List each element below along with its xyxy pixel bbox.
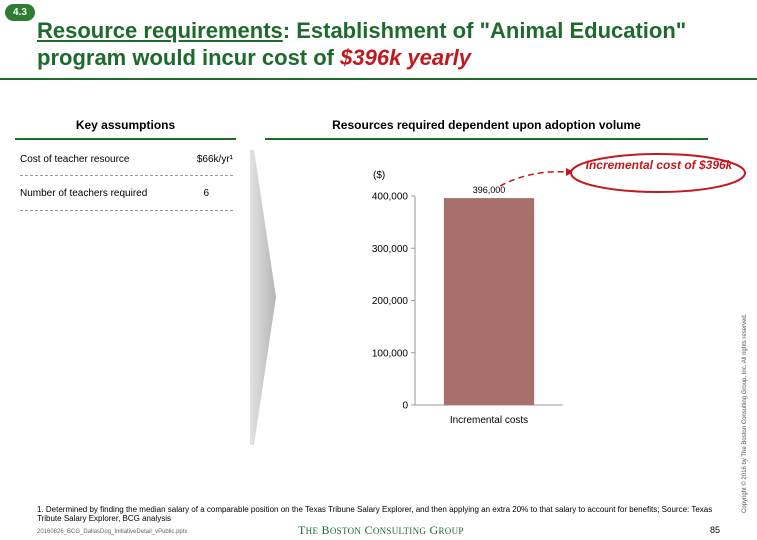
file-name: 20160826_BCG_DallasDog_InitiativeDetail_… (37, 529, 188, 535)
y-tick-label: 400,000 (372, 192, 409, 203)
row-divider (20, 210, 233, 211)
x-category-label: Incremental costs (450, 415, 528, 426)
y-tick-label: 100,000 (372, 348, 409, 359)
footnote: 1. Determined by finding the median sala… (37, 505, 713, 523)
callout-ellipse (570, 153, 746, 193)
title-divider (0, 78, 757, 80)
callout-arrow (499, 171, 567, 187)
title-underlined: Resource requirements (37, 18, 283, 43)
resources-heading: Resources required dependent upon adopti… (332, 118, 641, 132)
key-assumptions-heading: Key assumptions (75, 118, 176, 132)
assumption-value: 6 (203, 188, 209, 199)
title-main: : Establishment of "Animal Education" pr… (37, 18, 687, 70)
assumption-label: Number of teachers required (20, 188, 148, 199)
flow-chevron (250, 150, 276, 445)
y-tick-label: 200,000 (372, 296, 409, 307)
key-assumptions-rule (15, 138, 236, 140)
assumption-label: Cost of teacher resource (20, 154, 130, 165)
bcg-logo: THE BOSTON CONSULTING GROUP (298, 523, 464, 537)
page-title: Resource requirements: Establishment of … (37, 17, 737, 71)
copyright-notice: Copyright © 2016 by The Boston Consultin… (742, 313, 748, 513)
callout-text: Incremental cost of $396k (585, 158, 733, 172)
title-highlight: $396k yearly (340, 45, 472, 70)
callout-arrowhead (566, 168, 574, 176)
assumption-value: $66k/yr¹ (196, 154, 233, 165)
y-tick-label: 300,000 (372, 244, 409, 255)
page-number: 85 (709, 525, 720, 535)
y-axis-label: ($) (373, 170, 385, 181)
section-badge: 4.3 (5, 4, 35, 21)
y-tick-label: 0 (402, 401, 408, 412)
resources-rule (265, 138, 708, 140)
bar-value-label: 396,000 (473, 185, 506, 195)
row-divider (20, 175, 233, 176)
bar-incremental-costs (443, 198, 535, 405)
